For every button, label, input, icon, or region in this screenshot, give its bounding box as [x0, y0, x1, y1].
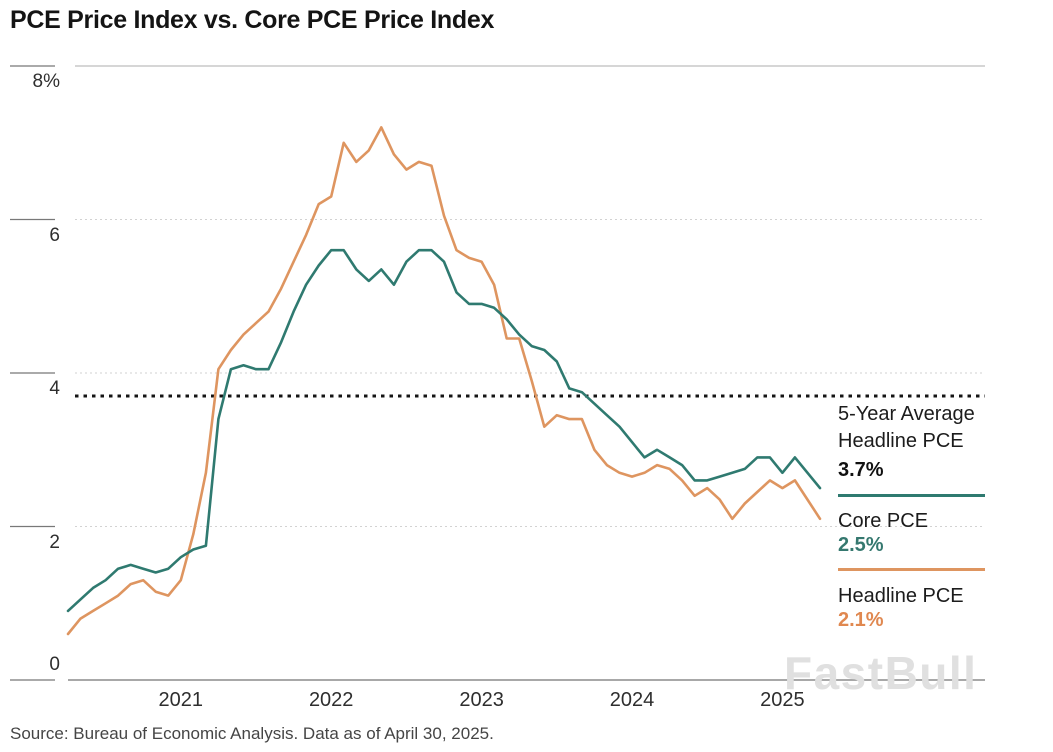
core-pce-line	[66, 248, 822, 613]
x-axis-label: 2022	[308, 689, 354, 711]
legend-core-label: Core PCE	[838, 510, 929, 532]
legend-core-value: 2.5%	[838, 534, 884, 556]
legend-avg-label-line2: Headline PCE	[838, 430, 964, 452]
x-axis-label: 2021	[158, 689, 204, 711]
source-note: Source: Bureau of Economic Analysis. Dat…	[10, 724, 494, 743]
y-axis-label: 2	[49, 531, 60, 553]
legend-avg-label: 5-Year Average Headline PCE	[838, 401, 975, 455]
y-axis-label: 4	[49, 378, 60, 399]
legend-headline-line-swatch	[838, 568, 985, 571]
x-axis-label: 2023	[459, 689, 504, 711]
x-axis-label: 2024	[609, 689, 655, 711]
headline-pce-line	[66, 126, 822, 636]
watermark: FastBull	[784, 647, 978, 699]
y-axis-label: 8%	[32, 71, 60, 92]
y-axis-label: 0	[49, 654, 60, 675]
legend-avg-value: 3.7%	[838, 459, 884, 481]
y-axis-label: 6	[49, 224, 60, 246]
legend-core-line-swatch	[838, 494, 985, 497]
legend-headline-label: Headline PCE	[838, 585, 964, 607]
page-title: PCE Price Index vs. Core PCE Price Index	[10, 6, 495, 34]
legend-headline-value: 2.1%	[838, 609, 884, 631]
legend-avg-label-line1: 5-Year Average	[838, 403, 975, 425]
x-axis-label: 2025	[760, 689, 805, 711]
